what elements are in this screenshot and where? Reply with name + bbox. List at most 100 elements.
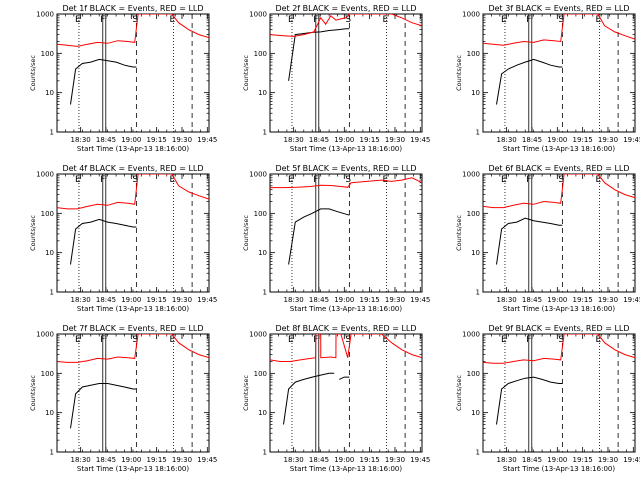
x-axis-label: Start Time (13-Apr-13 18:16:00) — [77, 305, 189, 313]
series-line-events — [496, 58, 563, 105]
marker-label: F — [313, 15, 318, 25]
x-axis-label: Start Time (13-Apr-13 18:16:00) — [503, 465, 615, 473]
panel-1: Det 1f BLACK = Events, RED = LLD 1 10 100 10… — [29, 4, 217, 153]
x-tick-label: 18:30 — [284, 456, 304, 464]
y-tick-label: 100 — [254, 370, 267, 378]
x-tick-label: 18:45 — [522, 456, 542, 464]
marker-label: E — [501, 15, 507, 25]
plot-frame — [482, 13, 636, 133]
x-tick-label: 19:15 — [147, 136, 167, 144]
marker-label: E — [170, 335, 176, 345]
plot-frame — [56, 13, 210, 133]
panel-title: Det 1f BLACK = Events, RED = LLD — [62, 4, 203, 13]
marker-label: S — [558, 175, 564, 185]
x-tick-label: 19:45 — [410, 136, 430, 144]
y-tick-label: 100 — [41, 370, 54, 378]
plot-frame — [482, 173, 636, 293]
marker-label: E — [596, 175, 602, 185]
series-line-events — [288, 28, 350, 81]
x-tick-label: 19:30 — [172, 136, 192, 144]
marker-label: E — [75, 15, 81, 25]
y-tick-label: 10 — [471, 409, 480, 417]
x-tick-label: 19:00 — [547, 456, 567, 464]
marker-label: E — [383, 335, 389, 345]
x-tick-label: 18:45 — [309, 296, 329, 304]
x-axis-label: Start Time (13-Apr-13 18:16:00) — [503, 305, 615, 313]
panel-title: Det 3f BLACK = Events, RED = LLD — [488, 4, 629, 13]
x-tick-label: 19:30 — [598, 456, 618, 464]
y-axis-label: Counts/sec — [455, 215, 463, 251]
x-tick-label: 19:45 — [623, 456, 640, 464]
y-tick-label: 1 — [263, 289, 267, 297]
y-axis-label: Counts/sec — [29, 215, 37, 251]
series-line-lld — [57, 334, 209, 363]
series-line-lld — [57, 14, 209, 47]
panel-2: Det 2f BLACK = Events, RED = LLD 1 10 100 10… — [242, 4, 430, 153]
x-tick-label: 19:30 — [385, 456, 405, 464]
panel-7: Det 7f BLACK = Events, RED = LLD 1 10 100 10… — [29, 324, 217, 473]
marker-label: S — [132, 335, 138, 345]
marker-label: E — [501, 175, 507, 185]
x-tick-label: 19:15 — [573, 296, 593, 304]
x-tick-label: 19:15 — [360, 296, 380, 304]
x-tick-label: 19:30 — [385, 296, 405, 304]
x-tick-label: 18:30 — [71, 296, 91, 304]
x-tick-label: 19:30 — [598, 136, 618, 144]
y-tick-label: 100 — [467, 50, 480, 58]
x-axis-label: Start Time (13-Apr-13 18:16:00) — [77, 465, 189, 473]
y-tick-label: 1000 — [249, 171, 267, 179]
panel-title: Det 5f BLACK = Events, RED = LLD — [275, 164, 416, 173]
y-tick-label: 100 — [467, 370, 480, 378]
x-tick-label: 19:45 — [197, 296, 217, 304]
x-tick-label: 18:45 — [96, 136, 116, 144]
y-tick-label: 10 — [45, 249, 54, 257]
x-tick-label: 18:30 — [497, 136, 517, 144]
marker-label: F — [100, 335, 105, 345]
marker-label: E — [501, 335, 507, 345]
y-tick-label: 100 — [254, 210, 267, 218]
series-line-events — [338, 376, 350, 380]
marker-label: F — [526, 335, 531, 345]
marker-label: E — [75, 175, 81, 185]
panel-title: Det 2f BLACK = Events, RED = LLD — [275, 4, 416, 13]
y-axis-label: Counts/sec — [29, 375, 37, 411]
marker-label: F — [313, 175, 318, 185]
x-tick-label: 18:30 — [284, 296, 304, 304]
marker-label: S — [558, 335, 564, 345]
series-line-lld — [270, 177, 422, 189]
y-tick-label: 1 — [476, 449, 480, 457]
panel-title: Det 7f BLACK = Events, RED = LLD — [62, 324, 203, 333]
x-axis-label: Start Time (13-Apr-13 18:16:00) — [290, 465, 402, 473]
x-tick-label: 19:15 — [147, 456, 167, 464]
series-line-lld — [57, 174, 209, 210]
x-tick-label: 18:30 — [71, 456, 91, 464]
marker-label: E — [596, 15, 602, 25]
marker-label: F — [526, 15, 531, 25]
y-tick-label: 100 — [41, 210, 54, 218]
plot-frame — [269, 13, 423, 133]
marker-label: S — [132, 15, 138, 25]
marker-label: E — [383, 15, 389, 25]
y-tick-label: 10 — [471, 249, 480, 257]
marker-label: E — [288, 15, 294, 25]
marker-label: S — [558, 15, 564, 25]
x-tick-label: 19:45 — [410, 456, 430, 464]
y-tick-label: 1000 — [249, 11, 267, 19]
panel-title: Det 9f BLACK = Events, RED = LLD — [488, 324, 629, 333]
x-tick-label: 19:15 — [147, 296, 167, 304]
y-axis-label: Counts/sec — [242, 375, 250, 411]
x-tick-label: 19:00 — [334, 456, 354, 464]
x-tick-label: 19:45 — [197, 456, 217, 464]
marker-label: E — [288, 335, 294, 345]
marker-label: F — [100, 15, 105, 25]
x-tick-label: 19:00 — [334, 296, 354, 304]
x-tick-label: 19:15 — [360, 456, 380, 464]
x-tick-label: 19:00 — [334, 136, 354, 144]
x-axis-label: Start Time (13-Apr-13 18:16:00) — [290, 145, 402, 153]
y-tick-label: 1 — [50, 129, 54, 137]
y-tick-label: 10 — [258, 409, 267, 417]
y-tick-label: 1 — [476, 289, 480, 297]
x-axis-label: Start Time (13-Apr-13 18:16:00) — [503, 145, 615, 153]
panel-title: Det 8f BLACK = Events, RED = LLD — [275, 324, 416, 333]
y-tick-label: 1000 — [249, 331, 267, 339]
